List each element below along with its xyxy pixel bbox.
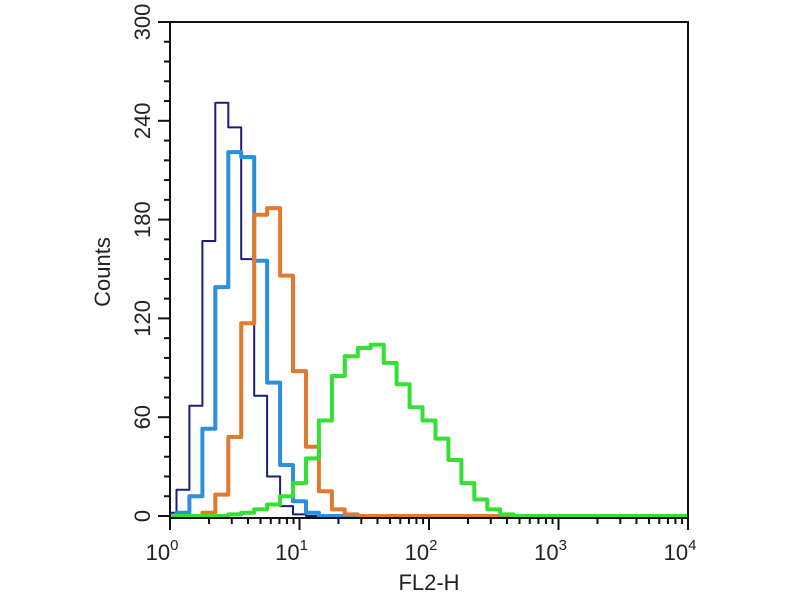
y-tick-label: 240 [130, 102, 155, 139]
x-tick-labels: 100 101 102 103 104 [146, 537, 697, 565]
x-tick-label: 103 [534, 537, 567, 565]
y-tick-label: 120 [130, 300, 155, 337]
series-line-blue [170, 150, 688, 518]
series-line-green [170, 342, 688, 518]
x-tick-label: 100 [146, 537, 179, 565]
y-tick-label: 60 [130, 405, 155, 429]
series-layer [170, 101, 688, 518]
ticks-layer [158, 21, 689, 530]
x-tick-label: 101 [275, 537, 308, 565]
y-tick-label: 0 [130, 510, 155, 522]
x-tick-label: 104 [664, 537, 697, 565]
x-axis-title: FL2-H [398, 570, 459, 595]
x-tick-label: 102 [405, 537, 438, 565]
series-line-navy [170, 101, 688, 517]
y-tick-label: 300 [130, 4, 155, 41]
y-axis-title: Counts [90, 237, 115, 307]
y-tick-label: 180 [130, 201, 155, 238]
y-tick-labels: 0 60 120 180 240 300 [130, 4, 155, 522]
series-line-orange [170, 206, 688, 518]
plot-frame [169, 21, 689, 519]
